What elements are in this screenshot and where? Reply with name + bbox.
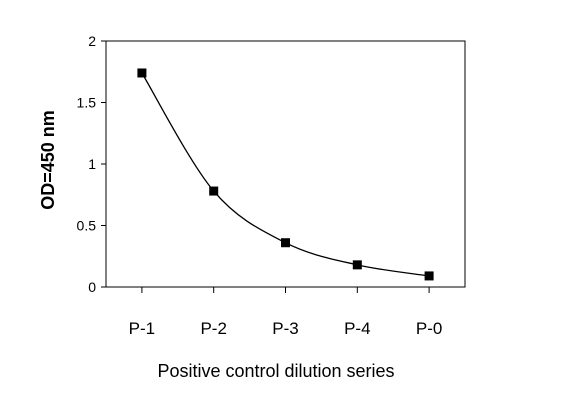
y-tick-label: 1 xyxy=(88,156,96,172)
x-tick-label: P-3 xyxy=(272,319,298,338)
series-markers xyxy=(137,68,434,281)
y-tick-label: 0 xyxy=(88,279,96,295)
x-axis-ticks: P-1 P-2 P-3 P-4 P-0 xyxy=(129,287,442,338)
x-tick-label: P-0 xyxy=(416,319,442,338)
x-tick-label: P-4 xyxy=(344,319,370,338)
x-axis-label: Positive control dilution series xyxy=(157,361,394,381)
data-point xyxy=(137,68,147,78)
y-tick-label: 1.5 xyxy=(77,95,97,111)
plot-area xyxy=(105,40,466,288)
y-axis-ticks: 0 0.5 1 1.5 2 xyxy=(77,33,106,295)
data-point xyxy=(281,238,290,248)
series-line xyxy=(141,72,430,277)
y-tick-label: 2 xyxy=(88,33,96,49)
x-tick-label: P-1 xyxy=(129,319,155,338)
y-axis-label: OD=450 nm xyxy=(38,110,58,210)
data-point xyxy=(209,186,219,196)
x-tick-label: P-2 xyxy=(200,319,226,338)
data-point xyxy=(424,271,434,281)
data-point xyxy=(352,260,362,270)
y-tick-label: 0.5 xyxy=(77,218,97,234)
